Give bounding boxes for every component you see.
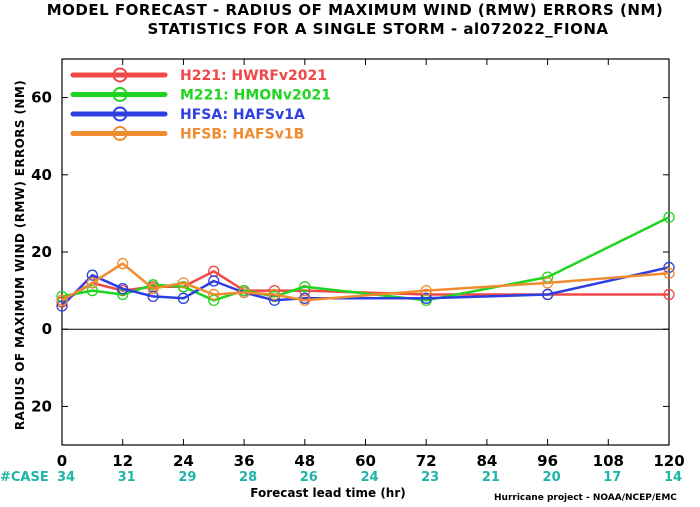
case-label: #CASE [0,470,49,485]
credit-text: Hurricane project - NOAA/NCEP/EMC [494,493,677,503]
legend-marker-hfsa [112,106,128,122]
data-point-hfsb [663,267,675,279]
y-tick-label: 20 [31,243,52,261]
x-tick-label: 96 [537,452,558,470]
plot-frame [61,58,670,446]
data-point-hfsb [268,288,281,301]
case-count-label: 24 [360,470,378,485]
data-point-hfsb [299,294,311,306]
data-point-hfsb [420,284,432,297]
series-line-hfsb [61,262,670,302]
legend-label-m221: M221: HMONv2021 [180,88,331,104]
data-point-hfsb [56,294,68,306]
data-point-hfsa [117,283,129,295]
data-point-hfsa [56,300,68,312]
x-tick-label: 72 [416,452,437,470]
case-count-label: 23 [421,470,439,485]
case-count-label: 28 [239,470,257,485]
data-point-m221 [299,281,311,293]
data-point-hfsb [208,288,220,301]
x-tick-label: 36 [234,452,255,470]
case-count-label: 17 [603,470,621,485]
data-point-hfsb [238,286,250,299]
data-point-hfsb [541,277,554,289]
data-point-hfsb [117,257,129,270]
data-point-hfsb [86,277,98,289]
legend-label-hfsb: HFSB: HAFSv1B [180,127,304,143]
data-point-hfsa [86,269,98,281]
x-tick-label: 108 [593,452,624,470]
y-axis-label: RADIUS OF MAXIMUM WIND (RMW) ERRORS (NM) [13,80,27,430]
legend-label-hfsa: HFSA: HAFSv1A [180,107,305,123]
legend-marker-hfsb [112,126,128,141]
case-count-label: 29 [178,470,196,485]
case-count-label: 21 [482,470,500,485]
case-count-label: 31 [118,470,136,485]
data-point-hfsa [208,275,220,287]
x-tick-label: 84 [476,452,497,470]
data-point-hfsa [177,292,190,304]
legend-label-h221: H221: HWRFv2021 [180,68,327,84]
x-tick-label: 60 [355,452,376,470]
x-tick-label: 48 [294,452,315,470]
data-point-hfsa [541,288,554,301]
y-tick-label: 60 [31,89,52,107]
case-count-label: 26 [300,470,318,485]
y-tick-label: 20 [31,397,52,415]
data-point-h221 [663,288,675,301]
x-axis-label: Forecast lead time (hr) [250,486,406,500]
chart-subtitle: STATISTICS FOR A SINGLE STORM - al072022… [148,20,609,38]
x-tick-label: 24 [173,452,194,470]
y-tick-label: 40 [31,166,52,184]
data-point-hfsa [663,261,675,274]
data-point-hfsa [147,290,159,303]
legend-marker-m221 [112,87,128,102]
x-tick-label: 120 [653,452,684,470]
case-count-label: 34 [57,470,75,485]
data-point-m221 [86,284,98,297]
data-point-hfsa [420,292,432,304]
y-tick-label: 0 [42,320,52,338]
x-tick-label: 0 [57,452,67,470]
legend-marker-h221 [112,67,128,83]
data-point-hfsb [177,277,190,289]
case-count-label: 14 [664,470,682,485]
chart-title: MODEL FORECAST - RADIUS OF MAXIMUM WIND … [47,1,664,19]
x-tick-label: 12 [112,452,133,470]
case-count-label: 20 [543,470,561,485]
data-point-hfsb [147,283,159,295]
data-point-m221 [663,211,675,223]
